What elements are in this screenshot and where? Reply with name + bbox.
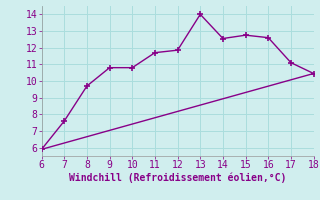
X-axis label: Windchill (Refroidissement éolien,°C): Windchill (Refroidissement éolien,°C) [69,173,286,183]
